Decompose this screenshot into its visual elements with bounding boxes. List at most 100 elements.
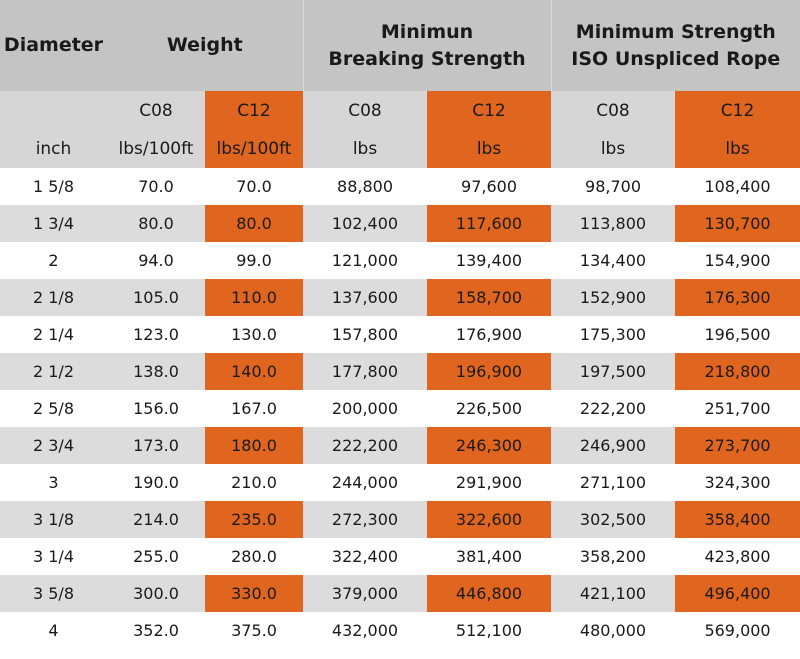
diameter-cell: 4 — [0, 612, 107, 649]
diameter-cell: 1 5/8 — [0, 168, 107, 205]
table-cell: 70.0 — [107, 168, 205, 205]
unit-cell: inch — [0, 130, 107, 168]
table-cell: 80.0 — [205, 205, 304, 242]
table-cell: 222,200 — [551, 390, 676, 427]
grade-cell: C08 — [107, 91, 205, 130]
table-cell: 280.0 — [205, 538, 304, 575]
diameter-cell: 2 1/4 — [0, 316, 107, 353]
iso-strength-header-line2: ISO Unspliced Rope — [571, 47, 781, 70]
table-row: 3 5/8 300.0 330.0 379,000 446,800 421,10… — [0, 575, 800, 612]
table-cell: 139,400 — [427, 242, 552, 279]
table-cell: 271,100 — [551, 464, 676, 501]
table-cell: 98,700 — [551, 168, 676, 205]
table-cell: 330.0 — [205, 575, 304, 612]
table-cell: 569,000 — [675, 612, 800, 649]
table-cell: 167.0 — [205, 390, 304, 427]
table-row: 2 1/8 105.0 110.0 137,600 158,700 152,90… — [0, 279, 800, 316]
table-cell: 137,600 — [303, 279, 428, 316]
table-row: 2 1/2 138.0 140.0 177,800 196,900 197,50… — [0, 353, 800, 390]
table-cell: 138.0 — [107, 353, 205, 390]
table-cell: 302,500 — [551, 501, 676, 538]
table-cell: 358,400 — [675, 501, 800, 538]
table-cell: 154,900 — [675, 242, 800, 279]
table-cell: 235.0 — [205, 501, 304, 538]
table-cell: 432,000 — [303, 612, 428, 649]
table-cell: 88,800 — [303, 168, 428, 205]
grade-cell: C08 — [303, 91, 428, 130]
diameter-cell: 3 5/8 — [0, 575, 107, 612]
table-cell: 358,200 — [551, 538, 676, 575]
table-cell: 226,500 — [427, 390, 552, 427]
diameter-cell: 2 — [0, 242, 107, 279]
table-cell: 130,700 — [675, 205, 800, 242]
table-row: 2 3/4 173.0 180.0 222,200 246,300 246,90… — [0, 427, 800, 464]
table-cell: 322,400 — [303, 538, 428, 575]
table-cell: 214.0 — [107, 501, 205, 538]
table-cell: 496,400 — [675, 575, 800, 612]
diameter-cell: 3 — [0, 464, 107, 501]
unit-cell: lbs — [303, 130, 428, 168]
diameter-cell: 2 1/8 — [0, 279, 107, 316]
table-cell: 158,700 — [427, 279, 552, 316]
table-row: 1 3/4 80.0 80.0 102,400 117,600 113,800 … — [0, 205, 800, 242]
grade-cell: C12 — [675, 91, 800, 130]
unit-row: inch lbs/100ft lbs/100ft lbs lbs lbs lbs — [0, 130, 800, 168]
table-cell: 246,900 — [551, 427, 676, 464]
table-cell: 273,700 — [675, 427, 800, 464]
table-cell: 375.0 — [205, 612, 304, 649]
table-cell: 272,300 — [303, 501, 428, 538]
table-cell: 300.0 — [107, 575, 205, 612]
table-cell: 175,300 — [551, 316, 676, 353]
table-cell: 157,800 — [303, 316, 428, 353]
grade-cell: C12 — [205, 91, 304, 130]
table-cell: 423,800 — [675, 538, 800, 575]
unit-cell: lbs — [427, 130, 552, 168]
table-cell: 246,300 — [427, 427, 552, 464]
iso-strength-header: Minimum Strength ISO Unspliced Rope — [551, 0, 800, 91]
table-cell: 222,200 — [303, 427, 428, 464]
diameter-cell: 2 1/2 — [0, 353, 107, 390]
table-cell: 379,000 — [303, 575, 428, 612]
table-cell: 196,500 — [675, 316, 800, 353]
breaking-strength-header: Minimun Breaking Strength — [303, 0, 552, 91]
table-cell: 140.0 — [205, 353, 304, 390]
table-row: 3 190.0 210.0 244,000 291,900 271,100 32… — [0, 464, 800, 501]
diameter-cell: 1 3/4 — [0, 205, 107, 242]
table-row: 1 5/8 70.0 70.0 88,800 97,600 98,700 108… — [0, 168, 800, 205]
table-cell: 190.0 — [107, 464, 205, 501]
table-cell: 177,800 — [303, 353, 428, 390]
unit-cell: lbs/100ft — [205, 130, 304, 168]
table-cell: 446,800 — [427, 575, 552, 612]
header-row: Diameter Weight Minimun Breaking Strengt… — [0, 0, 800, 91]
table-cell: 291,900 — [427, 464, 552, 501]
table-cell: 180.0 — [205, 427, 304, 464]
table-cell: 196,900 — [427, 353, 552, 390]
table-cell: 218,800 — [675, 353, 800, 390]
grade-row: C08 C12 C08 C12 C08 C12 — [0, 91, 800, 130]
unit-cell: lbs/100ft — [107, 130, 205, 168]
table-cell: 130.0 — [205, 316, 304, 353]
table-cell: 117,600 — [427, 205, 552, 242]
table-cell: 105.0 — [107, 279, 205, 316]
table-cell: 110.0 — [205, 279, 304, 316]
diameter-cell: 3 1/8 — [0, 501, 107, 538]
table-cell: 322,600 — [427, 501, 552, 538]
table-row: 3 1/4 255.0 280.0 322,400 381,400 358,20… — [0, 538, 800, 575]
diameter-cell: 2 5/8 — [0, 390, 107, 427]
diameter-cell: 2 3/4 — [0, 427, 107, 464]
table-cell: 176,900 — [427, 316, 552, 353]
table-cell: 421,100 — [551, 575, 676, 612]
grade-cell: C08 — [551, 91, 676, 130]
grade-cell: C12 — [427, 91, 552, 130]
grade-cell-empty — [0, 91, 107, 130]
table-cell: 94.0 — [107, 242, 205, 279]
table-cell: 324,300 — [675, 464, 800, 501]
table-cell: 512,100 — [427, 612, 552, 649]
table-row: 3 1/8 214.0 235.0 272,300 322,600 302,50… — [0, 501, 800, 538]
table-cell: 156.0 — [107, 390, 205, 427]
table-cell: 113,800 — [551, 205, 676, 242]
table-row: 2 5/8 156.0 167.0 200,000 226,500 222,20… — [0, 390, 800, 427]
table-cell: 381,400 — [427, 538, 552, 575]
table-cell: 244,000 — [303, 464, 428, 501]
